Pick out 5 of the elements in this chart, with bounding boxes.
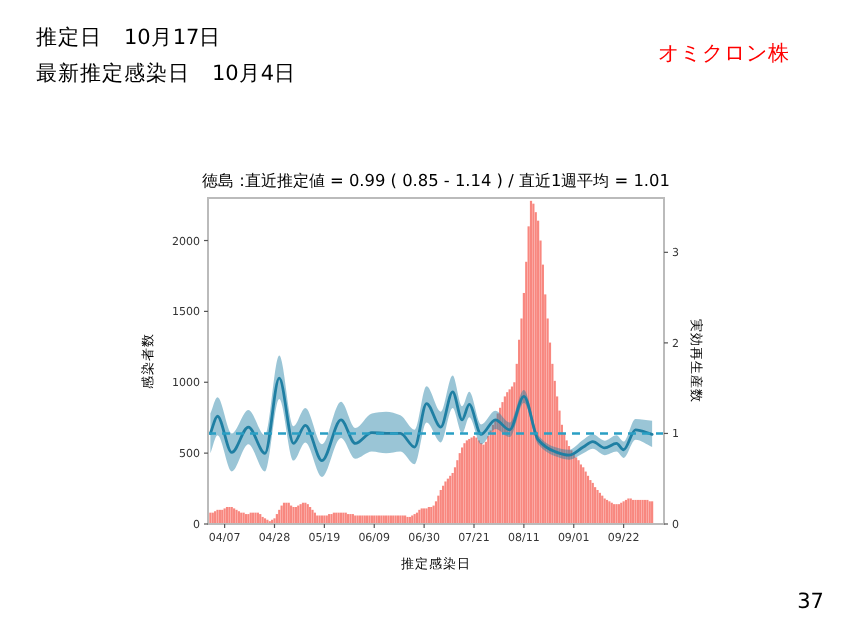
chart-title: 徳島 :直近推定値 = 0.99 ( 0.85 - 1.14 ) / 直近1週平均 = 1.01 <box>202 170 670 190</box>
text: 最新推定感染日 10月4日 <box>36 60 297 86</box>
text: 37 <box>797 590 824 614</box>
text: 推定日 10月17日 <box>36 24 222 50</box>
text: オミクロン株 <box>658 40 790 66</box>
